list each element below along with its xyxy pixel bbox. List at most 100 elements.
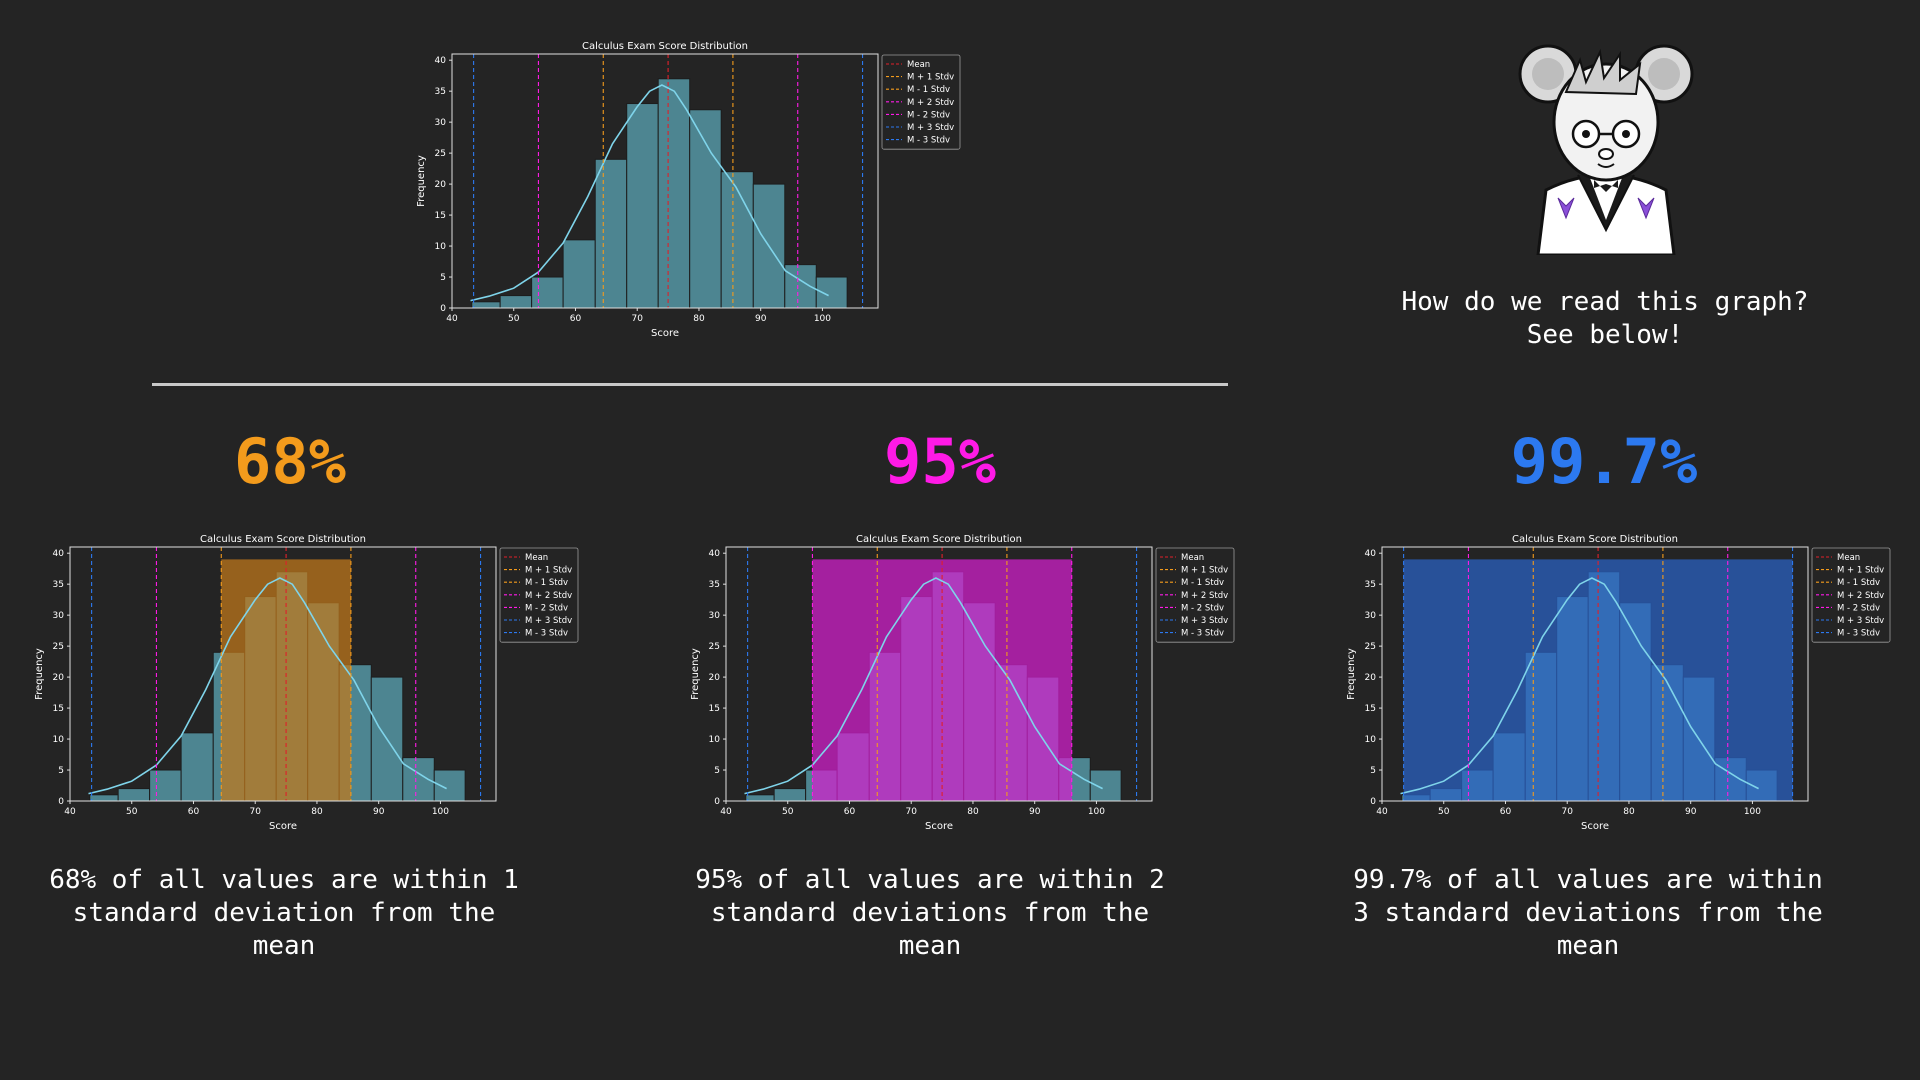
y-tick-label: 0 bbox=[1370, 797, 1376, 807]
mouse-scientist-mascot-icon bbox=[1516, 30, 1696, 259]
histogram-bar bbox=[531, 276, 564, 309]
x-tick-label: 50 bbox=[126, 807, 138, 817]
rule-68-description: 68% of all values are within 1 standard … bbox=[24, 864, 544, 963]
histogram-bar bbox=[720, 171, 754, 309]
x-tick-label: 70 bbox=[1561, 807, 1573, 817]
plot-frame bbox=[69, 546, 497, 802]
question-line-1: How do we read this graph? bbox=[1401, 287, 1809, 317]
legend-label: M + 2 Stdv bbox=[1837, 591, 1884, 601]
kde-curve bbox=[1400, 577, 1759, 795]
y-tick-label: 35 bbox=[53, 580, 64, 590]
x-tick-label: 70 bbox=[631, 314, 643, 324]
x-tick-label: 100 bbox=[814, 314, 831, 324]
x-tick-label: 90 bbox=[755, 314, 767, 324]
x-axis-label: Score bbox=[1581, 821, 1609, 832]
histogram-bar bbox=[89, 794, 119, 802]
histogram-bar bbox=[773, 788, 807, 802]
y-tick-label: 5 bbox=[58, 766, 64, 776]
histogram-bar bbox=[626, 103, 659, 309]
x-tick-label: 60 bbox=[570, 314, 582, 324]
legend-label: M + 3 Stdv bbox=[907, 123, 954, 133]
y-tick-label: 30 bbox=[1365, 611, 1377, 621]
x-tick-label: 60 bbox=[188, 807, 200, 817]
rule-95-line-1: 95% of all values are within 2 bbox=[695, 865, 1165, 895]
rule-99-7-line-3: mean bbox=[1556, 931, 1620, 961]
histogram-bar bbox=[149, 769, 182, 802]
legend-box bbox=[499, 547, 579, 643]
y-tick-label: 15 bbox=[1365, 704, 1376, 714]
y-tick-label: 10 bbox=[435, 242, 447, 252]
histogram-bar bbox=[471, 301, 501, 309]
percent-99-7-label: 99.7% bbox=[1510, 425, 1698, 498]
x-axis-label: Score bbox=[269, 821, 297, 832]
x-tick-label: 80 bbox=[1623, 807, 1635, 817]
legend-label: M + 1 Stdv bbox=[1837, 566, 1884, 576]
histogram-bar bbox=[657, 78, 691, 309]
legend-box bbox=[1811, 547, 1891, 643]
histogram-bar bbox=[745, 794, 775, 802]
y-tick-label: 10 bbox=[1365, 735, 1377, 745]
chart-title: Calculus Exam Score Distribution bbox=[582, 41, 748, 52]
x-tick-label: 90 bbox=[1029, 807, 1041, 817]
y-tick-label: 40 bbox=[1365, 549, 1377, 559]
rule-99-7-line-1: 99.7% of all values are within bbox=[1353, 865, 1823, 895]
legend-label: M + 2 Stdv bbox=[1181, 591, 1228, 601]
x-tick-label: 40 bbox=[720, 807, 732, 817]
legend-label: M + 1 Stdv bbox=[525, 566, 572, 576]
question-line-2: See below! bbox=[1526, 320, 1684, 350]
histogram-bar bbox=[180, 732, 214, 802]
legend-label: Mean bbox=[907, 60, 930, 70]
x-axis-label: Score bbox=[925, 821, 953, 832]
legend-label: M - 1 Stdv bbox=[525, 578, 568, 588]
y-tick-label: 10 bbox=[53, 735, 65, 745]
kde-curve bbox=[744, 577, 1103, 795]
legend-box bbox=[881, 54, 961, 150]
rule-68-line-3: mean bbox=[252, 931, 316, 961]
y-tick-label: 30 bbox=[53, 611, 65, 621]
x-tick-label: 50 bbox=[1438, 807, 1450, 817]
x-tick-label: 90 bbox=[373, 807, 385, 817]
rule-99-7-description: 99.7% of all values are within 3 standar… bbox=[1328, 864, 1848, 963]
legend-label: M - 3 Stdv bbox=[1837, 629, 1880, 639]
legend-label: M - 1 Stdv bbox=[907, 85, 950, 95]
rule-95-line-3: mean bbox=[898, 931, 962, 961]
legend-label: Mean bbox=[525, 553, 548, 563]
y-tick-label: 5 bbox=[1370, 766, 1376, 776]
x-axis-label: Score bbox=[651, 328, 679, 339]
y-tick-label: 40 bbox=[709, 549, 721, 559]
y-tick-label: 25 bbox=[435, 149, 446, 159]
y-tick-label: 25 bbox=[1365, 642, 1376, 652]
section-divider bbox=[152, 383, 1228, 386]
y-tick-label: 30 bbox=[709, 611, 721, 621]
histogram-bar bbox=[117, 788, 151, 802]
y-tick-label: 0 bbox=[714, 797, 720, 807]
x-tick-label: 50 bbox=[508, 314, 520, 324]
y-tick-label: 25 bbox=[53, 642, 64, 652]
plot-frame bbox=[725, 546, 1153, 802]
histogram-bar bbox=[499, 295, 533, 309]
y-tick-label: 0 bbox=[440, 304, 446, 314]
legend-label: M - 1 Stdv bbox=[1837, 578, 1880, 588]
legend-label: M + 3 Stdv bbox=[525, 616, 572, 626]
legend-label: M + 2 Stdv bbox=[907, 98, 954, 108]
x-tick-label: 40 bbox=[64, 807, 76, 817]
chart-title: Calculus Exam Score Distribution bbox=[1512, 534, 1678, 545]
y-tick-label: 25 bbox=[709, 642, 720, 652]
legend-label: M + 3 Stdv bbox=[1837, 616, 1884, 626]
x-tick-label: 80 bbox=[693, 314, 705, 324]
x-tick-label: 100 bbox=[1744, 807, 1761, 817]
percent-95-label: 95% bbox=[884, 425, 996, 498]
y-tick-label: 10 bbox=[709, 735, 721, 745]
x-tick-label: 90 bbox=[1685, 807, 1697, 817]
y-tick-label: 20 bbox=[1365, 673, 1377, 683]
question-text: How do we read this graph? See below! bbox=[1360, 286, 1850, 352]
y-tick-label: 40 bbox=[53, 549, 65, 559]
legend-label: Mean bbox=[1837, 553, 1860, 563]
percent-68-label: 68% bbox=[234, 425, 346, 498]
plot-frame bbox=[451, 53, 879, 309]
x-tick-label: 100 bbox=[1088, 807, 1105, 817]
legend-label: M + 3 Stdv bbox=[1181, 616, 1228, 626]
